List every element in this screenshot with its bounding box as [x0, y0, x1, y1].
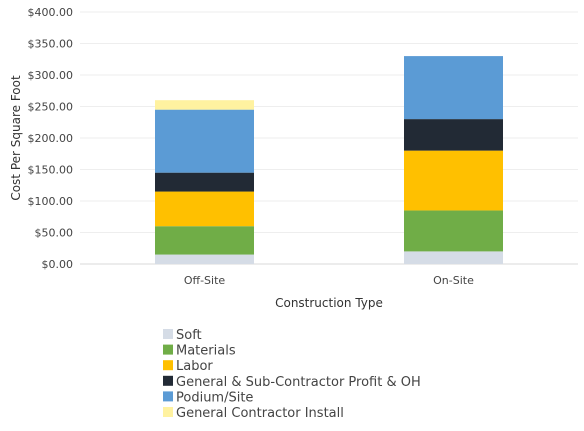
- bar-segment: [155, 226, 254, 255]
- y-tick-label: $200.00: [28, 132, 74, 145]
- legend-label: Materials: [176, 344, 236, 359]
- y-tick-label: $100.00: [28, 195, 74, 208]
- y-axis-title: Cost Per Square Foot: [9, 75, 23, 201]
- bar-segment: [155, 172, 254, 192]
- y-tick-label: $0.00: [42, 258, 74, 271]
- gridlines: [80, 11, 578, 233]
- y-tick-label: $300.00: [28, 69, 74, 82]
- x-axis-title: Construction Type: [275, 296, 383, 310]
- bar-segment: [155, 254, 254, 264]
- bar-segment: [155, 100, 254, 110]
- bar-segment: [404, 119, 503, 151]
- legend-swatch: [163, 329, 173, 339]
- y-tick-label: $400.00: [28, 6, 74, 19]
- y-tick-label: $250.00: [28, 101, 74, 114]
- legend-label: General Contractor Install: [176, 406, 344, 421]
- bar-segment: [404, 56, 503, 120]
- y-tick-label: $50.00: [35, 227, 74, 240]
- legend-label: General & Sub-Contractor Profit & OH: [176, 375, 421, 390]
- legend-label: Podium/Site: [176, 390, 253, 405]
- legend-swatch: [163, 391, 173, 402]
- x-axis-ticks: Off-Site On-Site: [184, 274, 474, 287]
- bar-segment: [155, 109, 254, 173]
- bar-segment: [404, 150, 503, 211]
- y-tick-label: $150.00: [28, 164, 74, 177]
- y-axis-ticks: $0.00 $50.00 $100.00 $150.00 $200.00 $250.00 $…: [28, 6, 74, 271]
- y-tick-label: $350.00: [28, 38, 74, 51]
- x-tick-label: On-Site: [433, 274, 474, 287]
- bar-segment: [404, 210, 503, 252]
- bar-segment: [155, 191, 254, 227]
- legend-swatch: [163, 344, 173, 355]
- legend-label: Soft: [176, 328, 202, 343]
- bars: [155, 56, 503, 264]
- legend-swatch: [163, 407, 173, 417]
- bar-segment: [404, 251, 503, 264]
- legend-swatch: [163, 375, 173, 386]
- legend-label: Labor: [176, 359, 213, 374]
- x-tick-label: Off-Site: [184, 274, 226, 287]
- legend-swatch: [163, 360, 173, 371]
